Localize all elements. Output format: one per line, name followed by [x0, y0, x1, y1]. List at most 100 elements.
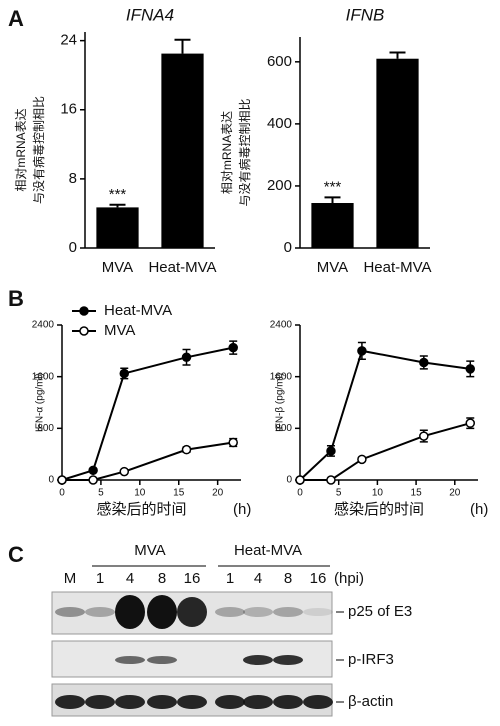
point: [119, 466, 130, 477]
point: [57, 475, 67, 485]
x-axis-label: 感染后的时间: [96, 501, 186, 518]
point: [326, 446, 336, 456]
y-tick-label: 0: [48, 475, 54, 486]
y-axis-label: 与没有病毒控制相比: [237, 98, 252, 206]
point: [228, 437, 238, 448]
y-tick-label: 800: [37, 423, 54, 434]
y-tick-label: 800: [275, 423, 292, 434]
y-axis-label: 相对mRNA表达: [14, 108, 28, 191]
bar: [161, 53, 204, 248]
point: [228, 342, 238, 353]
lane-label: 1: [96, 570, 104, 587]
x-tick-label: MVA: [102, 259, 133, 276]
legend-label: Heat-MVA: [104, 302, 172, 319]
band: [85, 607, 115, 617]
x-tick-label: 5: [98, 488, 104, 499]
chart-title: IFNB: [346, 5, 385, 24]
y-tick-label: 1600: [270, 371, 293, 382]
point: [119, 368, 130, 379]
x-axis-unit: (h): [470, 501, 488, 518]
legend-label: MVA: [104, 322, 135, 339]
x-axis-unit: (h): [233, 501, 251, 518]
unit-label: (hpi): [334, 570, 364, 587]
x-tick-label: Heat-MVA: [363, 259, 431, 276]
band: [215, 695, 245, 709]
x-tick-label: 5: [336, 488, 342, 499]
band: [147, 595, 177, 629]
band: [115, 595, 145, 629]
x-tick-label: 10: [372, 488, 384, 499]
point: [181, 444, 192, 455]
y-axis-label: IFN-β (pg/ml): [275, 373, 286, 432]
significance: ***: [324, 178, 342, 195]
group-label: Heat-MVA: [234, 542, 302, 559]
row-label: p-IRF3: [348, 651, 394, 668]
point: [295, 475, 305, 485]
lane-label: 8: [158, 570, 166, 587]
y-tick-label: 2400: [270, 320, 293, 331]
band: [273, 695, 303, 709]
point: [88, 475, 98, 485]
y-axis-label: 相对mRNA表达: [220, 111, 234, 194]
y-tick-label: 600: [267, 53, 292, 70]
group-label: MVA: [134, 542, 165, 559]
x-tick-label: 20: [449, 488, 461, 499]
band: [177, 695, 207, 709]
row-label: β-actin: [348, 693, 393, 710]
y-tick-label: 8: [69, 170, 77, 187]
point: [357, 346, 367, 356]
error-bar: [389, 51, 406, 59]
point: [88, 465, 98, 476]
y-tick-label: 1600: [32, 371, 55, 382]
lane-label: 16: [310, 570, 327, 587]
band: [85, 695, 115, 709]
x-tick-label: Heat-MVA: [148, 259, 216, 276]
line: [62, 441, 234, 481]
lane-label: 8: [284, 570, 292, 587]
western-blot: MVA Heat-MVA M 1 4 8 16 1 4 8 16 (hpi) p25 of E3 p-IR…: [51, 542, 412, 717]
band: [147, 695, 177, 709]
legend-marker: [79, 326, 89, 336]
lane-label: M: [64, 570, 77, 587]
line: [300, 422, 471, 481]
error-bar: [109, 203, 126, 208]
error-bar: [324, 196, 341, 204]
band: [55, 607, 85, 617]
y-tick-label: 0: [69, 239, 77, 256]
x-tick-label: 0: [59, 488, 65, 499]
x-tick-label: 15: [411, 488, 423, 499]
panel-label: B: [8, 286, 24, 311]
lane-label: 4: [254, 570, 262, 587]
line: [61, 346, 234, 481]
panel-label: C: [8, 542, 24, 567]
y-tick-label: 400: [267, 115, 292, 132]
band: [243, 655, 273, 665]
error-bar: [174, 38, 191, 54]
row-label: p25 of E3: [348, 603, 412, 620]
point: [419, 431, 429, 441]
bar: [96, 207, 139, 248]
significance: ***: [109, 186, 127, 203]
y-tick-label: 24: [60, 32, 77, 49]
point: [326, 475, 336, 485]
band: [177, 597, 207, 627]
band: [303, 608, 333, 616]
lane-label: 1: [226, 570, 234, 587]
lane-label: 16: [184, 570, 201, 587]
band: [147, 656, 177, 664]
band: [303, 695, 333, 709]
band: [273, 655, 303, 665]
x-tick-label: 20: [212, 488, 224, 499]
bar: [311, 203, 354, 248]
band: [243, 695, 273, 709]
point: [465, 418, 476, 428]
point: [357, 454, 367, 465]
y-tick-label: 200: [267, 177, 292, 194]
band: [215, 607, 245, 617]
legend-marker: [79, 306, 89, 316]
band: [243, 607, 273, 617]
point: [465, 364, 476, 374]
band: [55, 695, 85, 709]
y-axis-label: 与没有病毒控制相比: [31, 96, 46, 204]
